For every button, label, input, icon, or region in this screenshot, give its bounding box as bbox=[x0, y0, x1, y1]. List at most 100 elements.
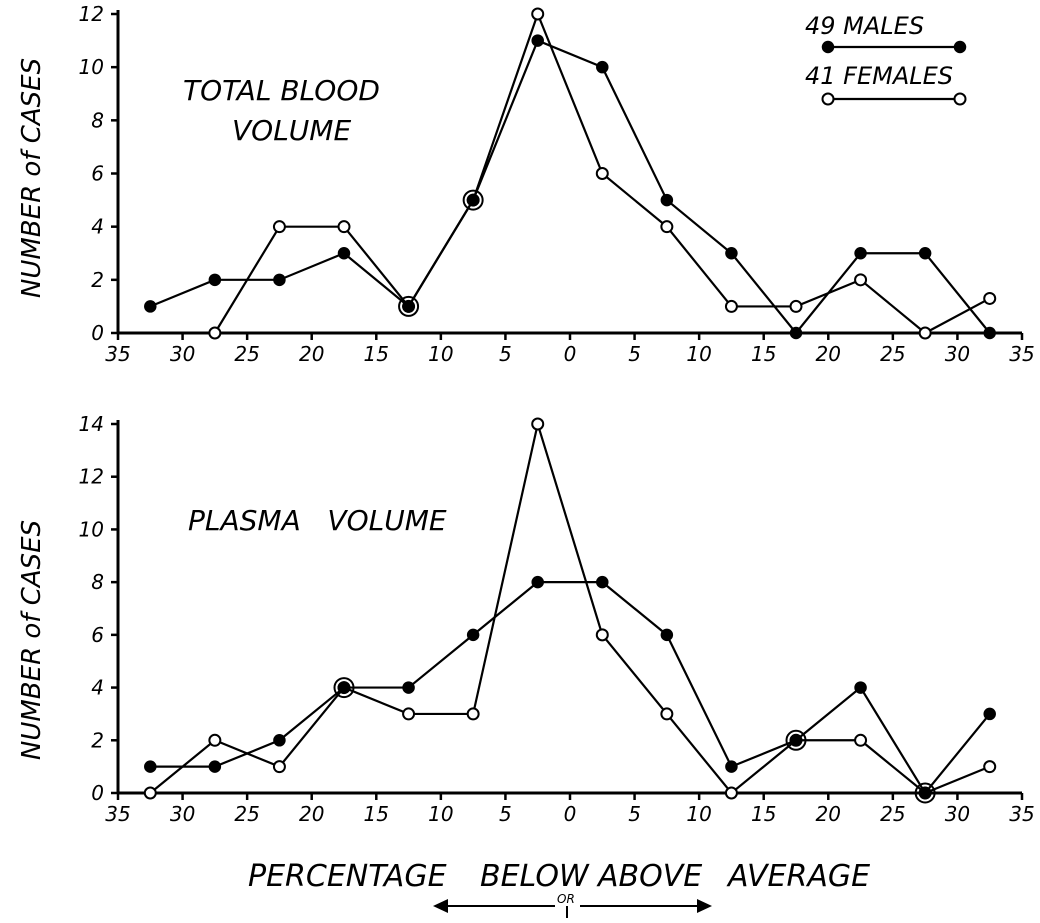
top-females-point bbox=[272, 220, 286, 234]
legend-females-marker-right bbox=[953, 92, 967, 106]
bot-coincident-point bbox=[337, 681, 351, 694]
bot-males-point bbox=[144, 760, 157, 773]
bot-x-tick-label: 10 bbox=[686, 802, 711, 826]
bot-y-tick-label: 2 bbox=[91, 728, 104, 752]
bottom-series-points bbox=[143, 417, 997, 804]
top-males-point bbox=[273, 273, 286, 287]
bottom-y-axis-label: NUMBER of CASES bbox=[17, 520, 47, 760]
bottom-panel-title: PLASMA VOLUME bbox=[188, 504, 447, 537]
bot-x-tick-label: 10 bbox=[428, 802, 453, 826]
bot-females-point bbox=[854, 733, 868, 747]
bot-x-tick-label: 35 bbox=[1009, 802, 1034, 826]
bot-females-point bbox=[660, 707, 674, 721]
top-x-tick-label: 10 bbox=[686, 342, 711, 366]
top-x-tick-label: 20 bbox=[816, 342, 841, 366]
bot-females-point bbox=[595, 628, 609, 642]
top-males-point bbox=[725, 247, 738, 260]
top-x-tick-label: 30 bbox=[170, 342, 195, 366]
bot-x-tick-label: 15 bbox=[364, 802, 389, 826]
top-females-point bbox=[595, 167, 609, 180]
bot-females-point bbox=[272, 760, 286, 774]
legend-females-label: 41 FEMALES bbox=[805, 62, 953, 90]
bot-y-tick-label: 4 bbox=[91, 676, 104, 700]
top-y-tick-label: 10 bbox=[79, 55, 104, 79]
bot-females-line bbox=[149, 419, 991, 795]
top-coincident-point bbox=[466, 193, 480, 207]
bot-males-point bbox=[273, 734, 286, 747]
top-females-point bbox=[337, 220, 351, 234]
x-label-or: OR bbox=[557, 892, 575, 906]
legend: 49 MALES 41 FEMALES bbox=[805, 12, 967, 106]
bot-females-point bbox=[208, 733, 222, 747]
bot-coincident-point bbox=[789, 734, 803, 747]
top-females-point bbox=[724, 299, 738, 313]
top-x-tick-label: 25 bbox=[880, 342, 905, 366]
top-panel-title-line1: TOTAL BLOOD bbox=[183, 74, 380, 107]
bot-males-point bbox=[531, 575, 544, 589]
x-axis-caption: PERCENTAGE BELOW ABOVE AVERAGE OR bbox=[248, 859, 870, 918]
bot-females-point bbox=[402, 707, 416, 721]
bot-y-tick-label: 8 bbox=[91, 570, 104, 594]
bot-males-point bbox=[466, 628, 480, 642]
legend-males-label: 49 MALES bbox=[805, 12, 924, 40]
arrow-left-head-icon bbox=[433, 899, 448, 913]
top-females-point bbox=[918, 326, 932, 340]
top-x-tick-label: 15 bbox=[364, 342, 389, 366]
bot-y-tick-label: 10 bbox=[79, 517, 104, 541]
bot-females-point bbox=[143, 786, 157, 800]
top-y-axis-label: NUMBER of CASES bbox=[17, 58, 47, 298]
top-x-tick-label: 20 bbox=[299, 342, 324, 366]
top-coincident-point bbox=[402, 300, 415, 313]
top-y-tick-label: 2 bbox=[91, 268, 104, 292]
top-females-point bbox=[531, 7, 545, 21]
top-x-tick-label: 5 bbox=[499, 342, 512, 366]
top-x-tick-label: 25 bbox=[234, 342, 259, 366]
top-males-point bbox=[531, 34, 544, 47]
bot-females-point bbox=[466, 707, 480, 721]
bot-x-tick-label: 25 bbox=[234, 802, 259, 826]
bot-males-point bbox=[402, 681, 415, 694]
bot-males-point bbox=[596, 575, 609, 589]
top-panel-title-line2: VOLUME bbox=[232, 114, 351, 147]
bot-x-tick-label: 5 bbox=[628, 802, 641, 826]
bot-females-point bbox=[983, 760, 997, 774]
bot-x-tick-label: 0 bbox=[564, 802, 577, 826]
top-x-tick-label: 5 bbox=[628, 342, 641, 366]
top-males-point bbox=[983, 326, 996, 340]
top-y-tick-label: 12 bbox=[79, 2, 104, 26]
bot-y-tick-label: 6 bbox=[91, 623, 104, 647]
bot-x-tick-label: 25 bbox=[880, 802, 905, 826]
top-females-point bbox=[208, 326, 222, 340]
bot-x-tick-label: 5 bbox=[499, 802, 512, 826]
bot-females-point bbox=[724, 786, 738, 800]
arrow-right-head-icon bbox=[697, 899, 712, 913]
top-males-point bbox=[208, 273, 222, 287]
legend-males-marker-left bbox=[821, 40, 835, 54]
top-y-tick-label: 0 bbox=[91, 321, 104, 345]
top-x-tick-label: 35 bbox=[105, 342, 130, 366]
top-x-tick-label: 0 bbox=[564, 342, 577, 366]
bot-y-tick-label: 14 bbox=[79, 412, 104, 436]
top-females-point bbox=[789, 299, 803, 313]
bottom-series-lines bbox=[149, 419, 991, 795]
bot-females-point bbox=[531, 417, 545, 431]
x-label-average: AVERAGE bbox=[726, 859, 870, 894]
bot-males-point bbox=[660, 628, 674, 642]
x-label-above: ABOVE bbox=[596, 859, 702, 894]
bot-x-tick-label: 15 bbox=[751, 802, 776, 826]
top-males-point bbox=[854, 247, 867, 260]
top-y-tick-label: 4 bbox=[91, 215, 104, 239]
top-males-point bbox=[596, 60, 609, 74]
bot-y-tick-label: 12 bbox=[79, 465, 104, 489]
top-x-tick-label: 30 bbox=[945, 342, 970, 366]
bot-coincident-ring bbox=[785, 729, 807, 751]
top-males-point bbox=[918, 247, 932, 260]
top-males-point bbox=[144, 300, 157, 313]
bot-y-tick-label: 0 bbox=[91, 781, 104, 805]
top-y-tick-label: 6 bbox=[91, 162, 104, 186]
bot-x-tick-label: 30 bbox=[945, 802, 970, 826]
bottom-axes bbox=[111, 420, 1024, 800]
